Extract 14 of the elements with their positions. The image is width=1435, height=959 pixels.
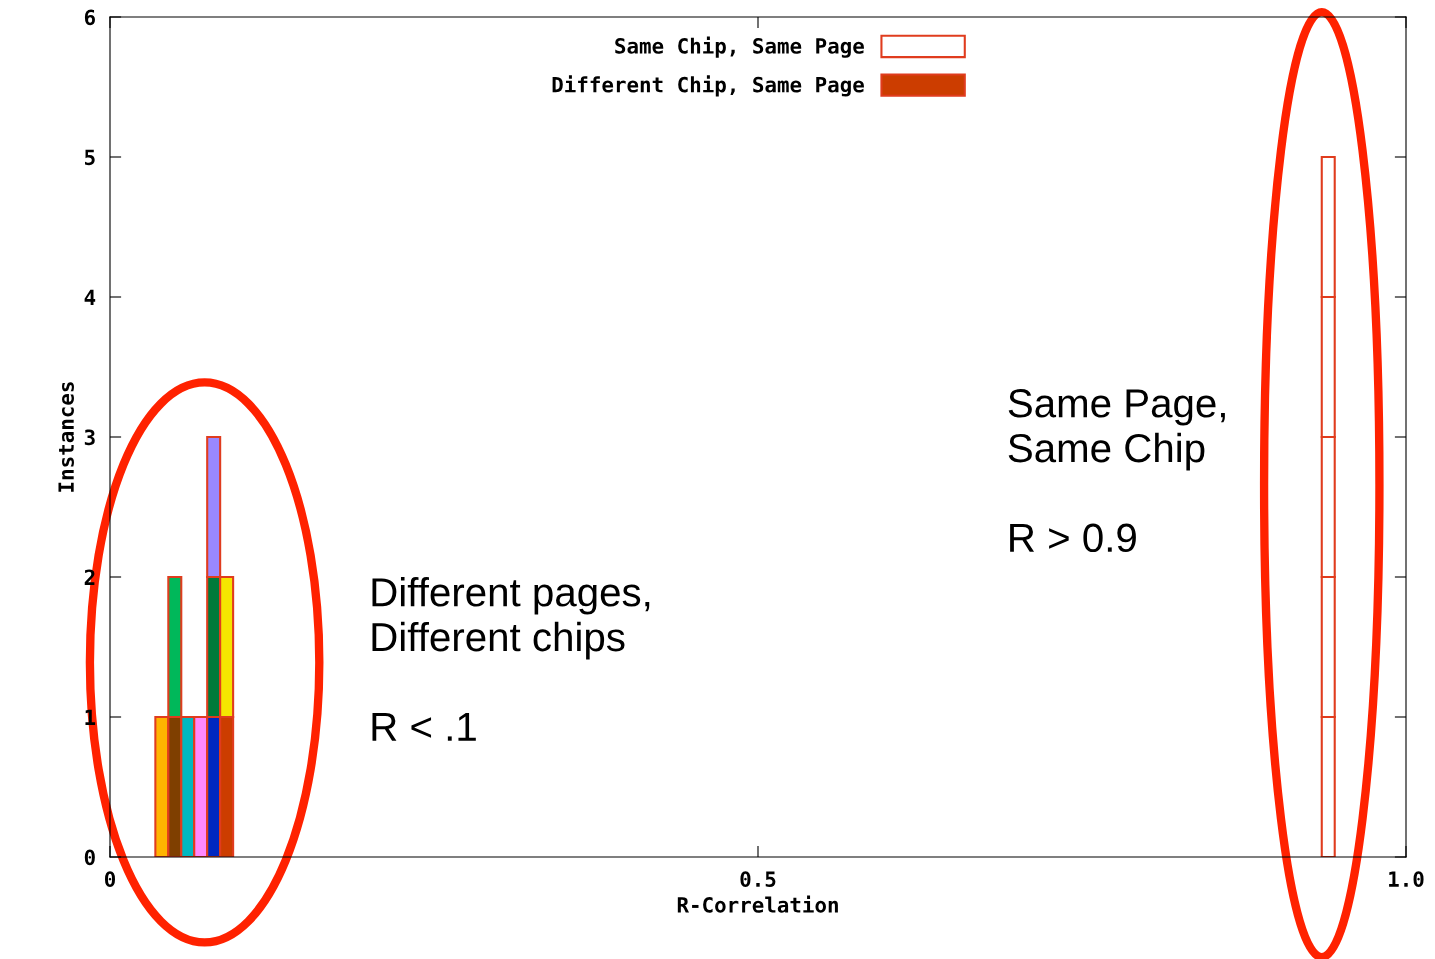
text: Same Page, Same Chip R > 0.9 [1008,389,1225,553]
y-axis-title: Instances [58,382,74,492]
y-tick-label: 3 [84,429,95,446]
text: Different pages, Different chips R < .1 [372,577,650,741]
legend-label: Same Chip, Same Page [615,36,864,58]
y-tick-label: 6 [84,9,95,26]
legend-label: Different Chip, Same Page [552,75,864,97]
x-tick-label: 0 [104,871,116,888]
y-tick-label: 0 [84,849,95,866]
x-tick-label: 1.0 [1389,871,1424,888]
y-tick-label: 5 [85,149,95,166]
y-tick-label: 4 [84,289,96,305]
x-tick-label: 0.5 [740,871,776,888]
x-axis-title: R-Correlation [677,895,838,913]
